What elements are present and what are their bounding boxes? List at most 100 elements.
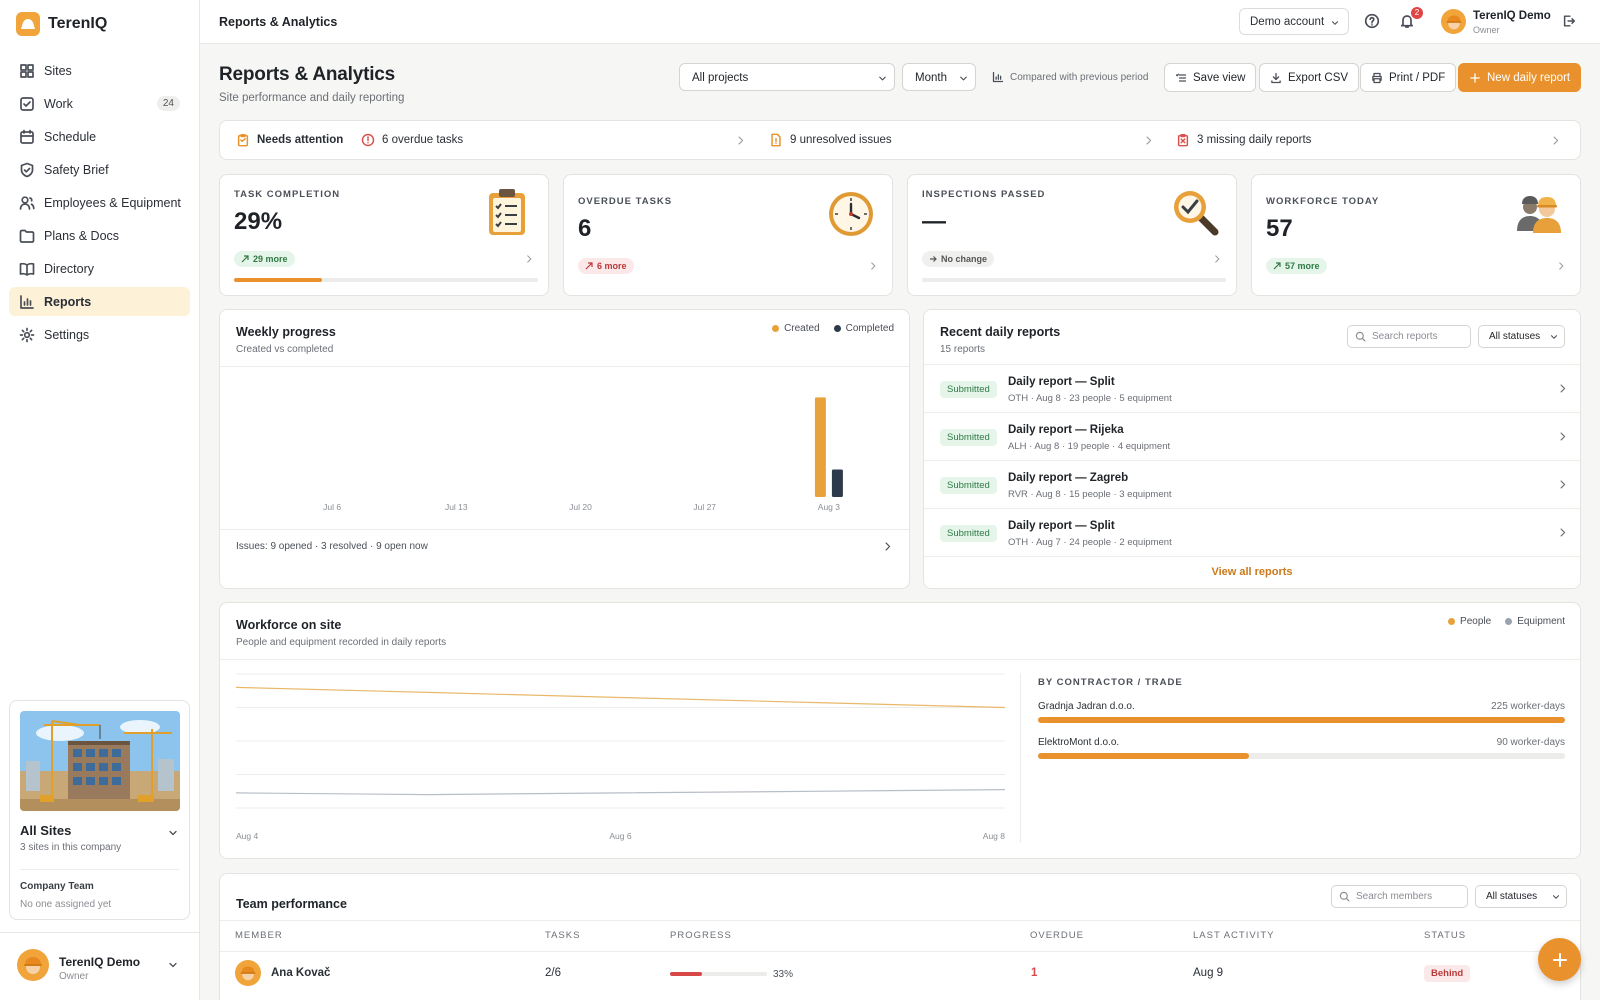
status-filter-select[interactable]: All statuses bbox=[1478, 325, 1565, 348]
status-badge: Behind bbox=[1424, 965, 1471, 982]
sidebar-item-schedule[interactable]: Schedule bbox=[9, 122, 190, 151]
shield-icon bbox=[20, 162, 34, 177]
period-select[interactable]: Month bbox=[902, 63, 976, 91]
sidebar-item-plans-docs[interactable]: Plans & Docs bbox=[9, 221, 190, 250]
user-role: Owner bbox=[1473, 25, 1500, 35]
search-icon bbox=[1355, 331, 1366, 342]
account-select[interactable]: Demo account bbox=[1239, 8, 1349, 35]
kpi-delta-text: 57 more bbox=[1285, 261, 1320, 271]
chevron-right-icon bbox=[1560, 384, 1566, 393]
search-reports-input[interactable]: Search reports bbox=[1347, 325, 1471, 348]
search-placeholder: Search members bbox=[1356, 891, 1433, 902]
help-icon[interactable] bbox=[1364, 13, 1380, 29]
magnifier-check-icon bbox=[1174, 191, 1219, 236]
column-header-progress[interactable]: PROGRESS bbox=[670, 930, 732, 941]
save-view-button[interactable]: Save view bbox=[1164, 63, 1257, 92]
kpi-value: — bbox=[922, 208, 946, 235]
clipboard-icon bbox=[237, 134, 249, 147]
column-header-status[interactable]: STATUS bbox=[1424, 930, 1467, 941]
sidebar-item-settings[interactable]: Settings bbox=[9, 320, 190, 349]
new-daily-report-button[interactable]: New daily report bbox=[1458, 63, 1582, 92]
kpi-value: 29% bbox=[234, 208, 283, 235]
divider bbox=[220, 920, 1580, 921]
attention-missing-reports[interactable]: 3 missing daily reports bbox=[1176, 133, 1311, 147]
work-count-badge: 24 bbox=[156, 96, 180, 111]
avatar bbox=[17, 949, 49, 981]
floating-add-button[interactable] bbox=[1538, 938, 1581, 981]
status-badge: Submitted bbox=[940, 429, 997, 446]
chevron-right-icon[interactable] bbox=[735, 135, 746, 146]
member-progress-text: 33% bbox=[773, 969, 794, 980]
bell-icon[interactable] bbox=[1399, 13, 1415, 29]
topbar: Reports & Analytics Demo account 2 Teren… bbox=[200, 0, 1600, 44]
brand[interactable]: TerenIQ bbox=[16, 12, 107, 36]
project-select[interactable]: All projects bbox=[679, 63, 895, 91]
report-row[interactable]: Submitted Daily report — Split OTH · Aug… bbox=[924, 364, 1580, 412]
kpi-workforce-today[interactable]: WORKFORCE TODAY 57 57 more bbox=[1251, 174, 1581, 296]
column-header-last-activity[interactable]: LAST ACTIVITY bbox=[1193, 930, 1275, 941]
column-header-overdue[interactable]: OVERDUE bbox=[1030, 930, 1084, 941]
chevron-down-icon bbox=[1552, 895, 1560, 899]
chevron-down-icon bbox=[1331, 21, 1339, 25]
sidebar-item-employees-equipment[interactable]: Employees & Equipment bbox=[9, 188, 190, 217]
contractor-bar bbox=[1038, 753, 1565, 759]
team-status-filter-select[interactable]: All statuses bbox=[1475, 885, 1567, 908]
sidebar-item-work[interactable]: Work 24 bbox=[9, 89, 190, 118]
avatar[interactable] bbox=[1441, 9, 1466, 34]
column-header-tasks[interactable]: TASKS bbox=[545, 930, 581, 941]
sidebar-item-reports[interactable]: Reports bbox=[9, 287, 190, 316]
attention-unresolved-issues[interactable]: 9 unresolved issues bbox=[769, 133, 892, 147]
logout-icon[interactable] bbox=[1562, 14, 1576, 28]
sidebar-item-safety-brief[interactable]: Safety Brief bbox=[9, 155, 190, 184]
sidebar-user-menu[interactable]: TerenIQ Demo Owner bbox=[0, 932, 199, 1000]
x-tick-label: Jul 13 bbox=[445, 502, 468, 512]
search-members-input[interactable]: Search members bbox=[1331, 885, 1468, 908]
status-badge: Submitted bbox=[940, 381, 997, 398]
divider bbox=[924, 556, 1580, 557]
sidebar-item-label: Work bbox=[44, 96, 73, 111]
report-meta: ALH · Aug 8 · 19 people · 4 equipment bbox=[1008, 441, 1171, 452]
issues-summary: Issues: 9 opened · 3 resolved · 9 open n… bbox=[236, 541, 428, 552]
chevron-right-icon bbox=[871, 262, 876, 270]
kpi-label: INSPECTIONS PASSED bbox=[922, 189, 1046, 200]
x-tick-label: Jul 20 bbox=[569, 502, 592, 512]
plus-icon bbox=[1552, 952, 1567, 967]
notification-count-badge: 2 bbox=[1411, 7, 1423, 19]
arrow-up-right-icon bbox=[241, 255, 249, 263]
attention-overdue-tasks[interactable]: 6 overdue tasks bbox=[361, 133, 463, 147]
kpi-overdue-tasks[interactable]: OVERDUE TASKS 6 6 more bbox=[563, 174, 893, 296]
kpi-inspections-passed[interactable]: INSPECTIONS PASSED — No change bbox=[907, 174, 1237, 296]
chevron-right-icon[interactable] bbox=[1143, 135, 1154, 146]
chevron-right-icon[interactable] bbox=[882, 541, 893, 552]
chevron-down-icon bbox=[169, 962, 177, 968]
report-row[interactable]: Submitted Daily report — Zagreb RVR · Au… bbox=[924, 460, 1580, 508]
site-switcher-card[interactable]: All Sites 3 sites in this company Compan… bbox=[9, 700, 190, 920]
attention-item-text: 3 missing daily reports bbox=[1197, 134, 1312, 146]
arrow-up-right-icon bbox=[585, 262, 593, 270]
sidebar-item-label: Plans & Docs bbox=[44, 228, 120, 243]
chevron-down-icon bbox=[960, 76, 967, 81]
divider bbox=[220, 951, 1580, 952]
column-header-member[interactable]: MEMBER bbox=[235, 930, 283, 941]
sidebar-item-sites[interactable]: Sites bbox=[9, 56, 190, 85]
contractor-name: ElektroMont d.o.o. bbox=[1038, 737, 1120, 748]
attention-title: Needs attention bbox=[236, 133, 343, 147]
chevron-right-icon[interactable] bbox=[1550, 135, 1561, 146]
page-subtitle: Site performance and daily reporting bbox=[219, 92, 405, 104]
legend-label: Created bbox=[784, 323, 820, 334]
print-pdf-button[interactable]: Print / PDF bbox=[1360, 63, 1457, 92]
user-name: TerenIQ Demo bbox=[1473, 10, 1551, 22]
period-select-value: Month bbox=[915, 72, 947, 84]
company-team-empty-text: No one assigned yet bbox=[20, 899, 112, 910]
legend-item-equipment: Equipment bbox=[1505, 616, 1565, 627]
view-all-reports-link[interactable]: View all reports bbox=[1211, 566, 1293, 578]
export-csv-button[interactable]: Export CSV bbox=[1259, 63, 1360, 92]
kpi-task-completion[interactable]: TASK COMPLETION 29% 29 more bbox=[219, 174, 549, 296]
chevron-right-icon bbox=[1560, 480, 1566, 489]
report-row[interactable]: Submitted Daily report — Rijeka ALH · Au… bbox=[924, 412, 1580, 460]
search-icon bbox=[1339, 891, 1350, 902]
sidebar-item-directory[interactable]: Directory bbox=[9, 254, 190, 283]
sidebar: TerenIQ Sites Work 24 Schedule Safety Br… bbox=[0, 0, 200, 1000]
report-row[interactable]: Submitted Daily report — Split OTH · Aug… bbox=[924, 508, 1580, 556]
chevron-down-icon[interactable] bbox=[167, 827, 179, 839]
